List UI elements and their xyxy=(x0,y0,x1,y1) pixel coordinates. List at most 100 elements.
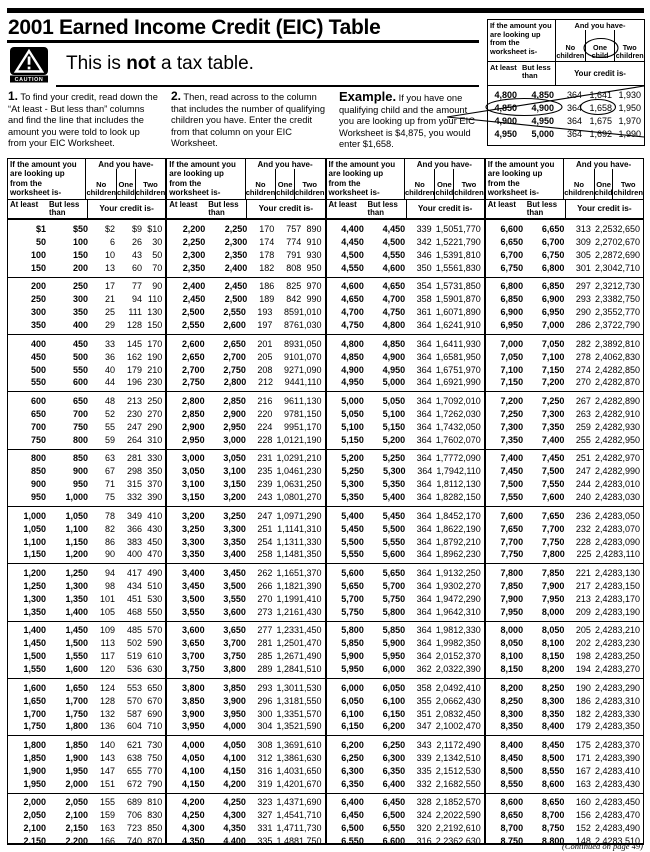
eic-cell: 2,550 xyxy=(458,778,481,789)
eic-cell: 7,850 xyxy=(541,568,565,579)
eic-cell: 3,470 xyxy=(617,810,640,821)
eic-row: 6,850 6,900 293 2,338 2,750 xyxy=(486,293,643,306)
eic-row: 2,750 2,800 212 944 1,110 xyxy=(167,376,324,389)
eic-cell: 689 xyxy=(126,797,142,808)
eic-row: 8,150 8,200 194 2,428 3,270 xyxy=(486,663,643,676)
eic-cell: 263 xyxy=(575,408,591,419)
eic-cell: 3,400 xyxy=(182,568,205,579)
eic-cell: 2,070 xyxy=(458,434,481,445)
caution-banner: CAUTION This is not a tax table. xyxy=(9,46,254,83)
eic-cell: 358 xyxy=(416,682,432,693)
eic-cell: 350 xyxy=(30,320,46,331)
eic-cell: 4,850 xyxy=(494,102,517,113)
eic-cell: 5,650 xyxy=(341,581,364,591)
eic-cell: 8,800 xyxy=(541,836,565,843)
eic-row: 3,600 3,650 277 1,233 1,450 xyxy=(167,624,324,637)
eic-cell: 7,900 xyxy=(541,581,565,591)
eic-row: 7,150 7,200 270 2,428 2,870 xyxy=(486,376,643,389)
eic-cell: 2,428 xyxy=(594,523,618,534)
eic-cell: 5,250 xyxy=(341,466,365,477)
group-subheader-row: At least But less than Your credit is- xyxy=(167,199,325,221)
eic-cell: 364 xyxy=(416,549,432,560)
eic-cell: 278 xyxy=(575,351,591,362)
eic-cell: 2,428 xyxy=(594,664,618,675)
group-body: 4,400 4,450 339 1,505 1,770 4,450 4,500 342 1,52… xyxy=(326,220,484,843)
two-children-label: Two children xyxy=(612,169,643,199)
eic-row: 1,350 1,400 105 468 550 xyxy=(8,605,165,618)
eic-cell: 6,650 xyxy=(500,236,524,247)
eic-cell: 6,600 xyxy=(382,836,406,843)
eic-cell: 364 xyxy=(416,536,432,547)
eic-cell: 264 xyxy=(126,434,142,445)
eic-row: 900 950 71 315 370 xyxy=(8,478,165,491)
eic-cell: 3,090 xyxy=(617,536,640,547)
eic-cell: 166 xyxy=(99,836,115,843)
eic-cell: 1,230 xyxy=(298,466,322,477)
eic-row: 7,650 7,700 232 2,428 3,070 xyxy=(486,522,643,535)
eic-row: 2,250 2,300 174 774 910 xyxy=(167,236,324,249)
row-block: 4,600 4,650 354 1,573 1,850 4,650 4,700 358 1,59… xyxy=(326,278,484,335)
eic-cell: 254 xyxy=(257,536,273,547)
page-title: 2001 Earned Income Credit (EIC) Table xyxy=(8,16,381,39)
eic-cell: 6,800 xyxy=(541,262,565,273)
eic-cell: 7,050 xyxy=(500,351,524,362)
eic-cell: 1,600 xyxy=(65,664,88,675)
eic-cell: 316 xyxy=(416,836,432,843)
eic-cell: 296 xyxy=(257,695,273,706)
eic-cell: 8,750 xyxy=(541,823,565,834)
eic-cell: 6,200 xyxy=(341,740,364,751)
eic-row: 5,700 5,750 364 1,947 2,290 xyxy=(327,592,484,605)
eic-cell: 3,150 xyxy=(223,479,246,490)
eic-cell: 1,150 xyxy=(23,549,46,560)
eic-cell: 6,500 xyxy=(341,823,364,834)
eic-cell: 417 xyxy=(126,568,142,579)
caution-rule xyxy=(56,85,479,87)
eic-cell: 178 xyxy=(259,249,275,260)
eic-cell: 2,400 xyxy=(224,262,248,273)
eic-cell: 136 xyxy=(99,721,115,732)
eic-cell: 8,650 xyxy=(500,810,524,821)
eic-cell: 7,650 xyxy=(500,523,524,534)
eic-cell: 430 xyxy=(147,523,163,534)
eic-row: 6,800 6,850 297 2,321 2,730 xyxy=(486,280,643,293)
eic-cell: 6,000 xyxy=(341,682,364,693)
eic-cell: 1,350 xyxy=(298,549,322,560)
eic-row: 2,400 2,450 186 825 970 xyxy=(167,280,324,293)
eic-cell: $2 xyxy=(104,224,115,235)
eic-cell: 6,550 xyxy=(382,823,406,834)
eic-cell: 961 xyxy=(283,396,299,407)
eic-cell: 1,000 xyxy=(65,492,88,503)
eic-cell: 3,330 xyxy=(617,708,640,719)
eic-cell: 2,770 xyxy=(617,307,640,318)
eic-cell: 179 xyxy=(575,721,591,732)
eic-cell: 1,390 xyxy=(298,581,322,591)
eic-cell: 100 xyxy=(72,236,88,247)
eic-cell: 5,550 xyxy=(382,536,406,547)
eic-cell: 21 xyxy=(104,294,115,305)
eic-cell: 347 xyxy=(416,721,432,732)
eic-cell: 2,168 xyxy=(435,778,459,789)
eic-cell: 1,148 xyxy=(276,549,299,560)
eic-cell: 1,131 xyxy=(276,536,299,547)
eic-cell: 224 xyxy=(257,421,273,432)
eic-cell: 5,850 xyxy=(341,638,364,649)
eic-cell: 7,200 xyxy=(541,377,565,388)
eic-cell: 48 xyxy=(104,396,115,407)
eic-cell: 2,850 xyxy=(617,364,640,375)
eic-cell: 3,270 xyxy=(617,664,640,675)
eic-cell: 1,709 xyxy=(435,396,459,407)
eic-cell: 6,450 xyxy=(341,810,364,821)
eic-cell: 1,450 xyxy=(23,638,46,649)
eic-cell: 740 xyxy=(126,836,142,843)
eic-cell: 2,800 xyxy=(182,396,205,407)
eic-cell: 750 xyxy=(147,753,163,764)
eic-row: 3,950 4,000 304 1,352 1,590 xyxy=(167,720,324,733)
eic-cell: 270 xyxy=(147,408,163,419)
eic-cell: 156 xyxy=(575,810,591,821)
eic-cell: 2,450 xyxy=(224,281,248,292)
eic-row: 7,850 7,900 217 2,428 3,150 xyxy=(486,580,643,593)
eic-row: 7,500 7,550 244 2,428 3,010 xyxy=(486,478,643,491)
eic-cell: 1,981 xyxy=(435,625,459,636)
eic-cell: 1,730 xyxy=(298,823,322,834)
eic-cell: 2,990 xyxy=(617,466,640,477)
